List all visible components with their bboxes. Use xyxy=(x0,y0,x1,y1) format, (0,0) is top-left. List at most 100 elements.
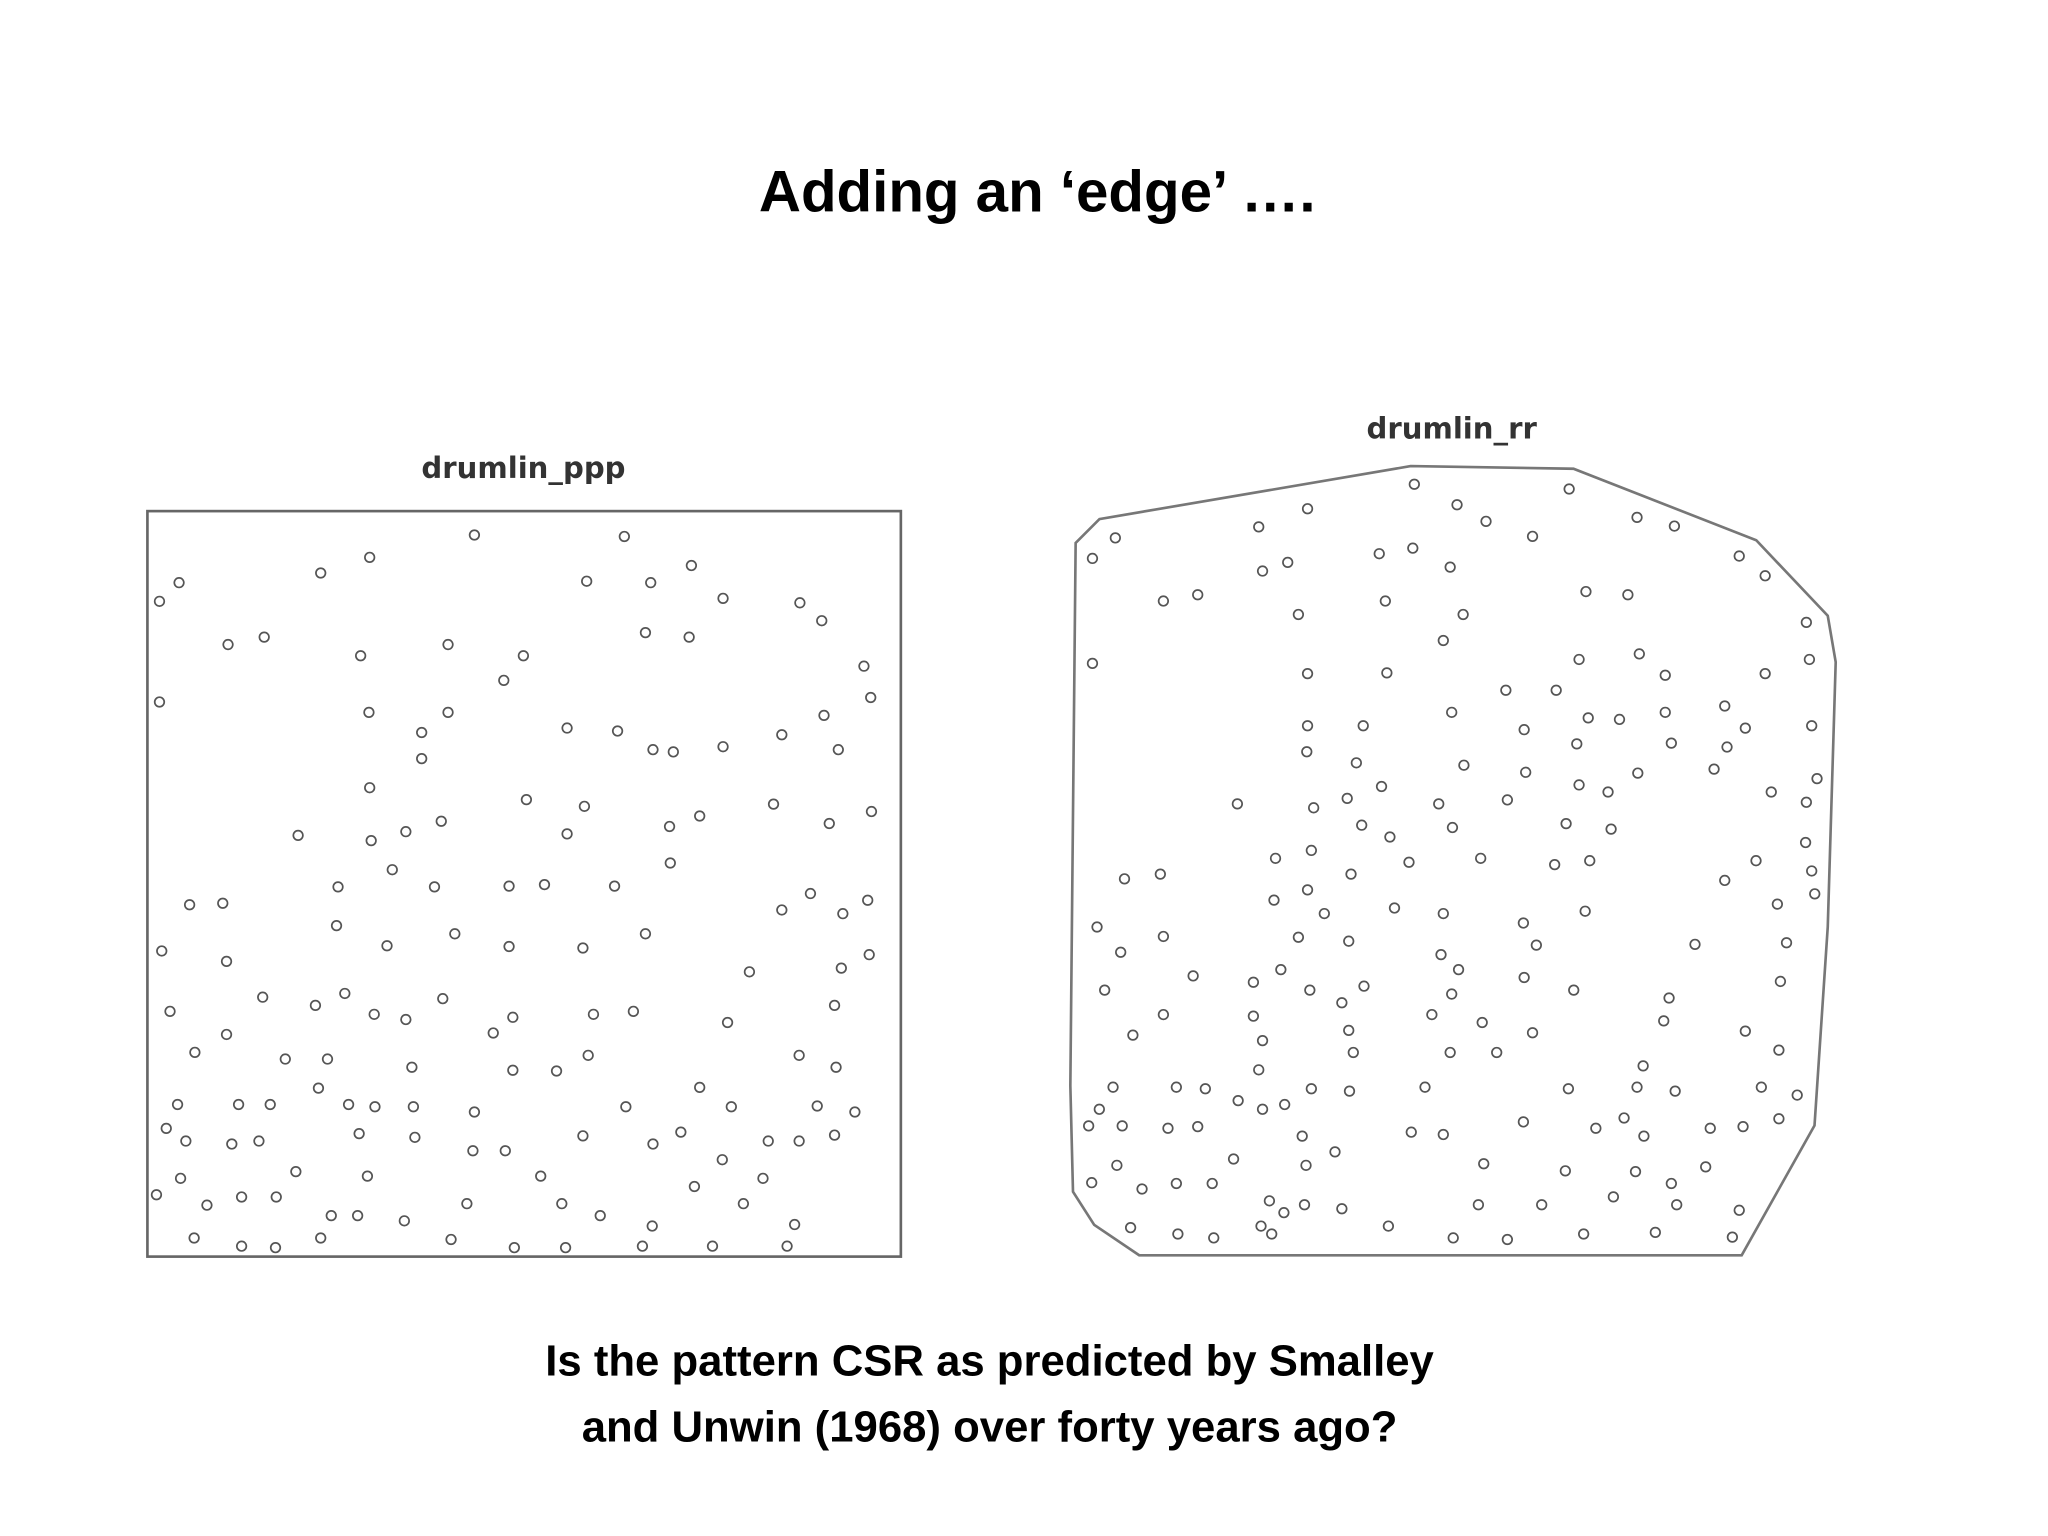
point xyxy=(222,638,234,651)
point xyxy=(639,928,652,940)
point xyxy=(468,1106,481,1118)
point xyxy=(507,1064,519,1076)
point xyxy=(416,752,428,765)
point xyxy=(1192,589,1204,601)
point xyxy=(258,631,270,643)
point xyxy=(201,1199,213,1211)
point xyxy=(1708,763,1720,775)
point xyxy=(1256,1103,1269,1115)
point xyxy=(849,1106,861,1118)
point xyxy=(1208,1232,1220,1244)
point xyxy=(1478,1158,1490,1170)
point xyxy=(1357,720,1369,732)
point xyxy=(235,1191,248,1203)
point xyxy=(550,1065,563,1077)
point xyxy=(1247,976,1260,988)
point xyxy=(1446,821,1459,834)
point xyxy=(217,897,229,909)
point xyxy=(352,1209,364,1222)
point xyxy=(309,999,322,1012)
point xyxy=(364,782,376,794)
point xyxy=(582,1049,594,1061)
point xyxy=(1590,1122,1602,1134)
point xyxy=(1292,931,1305,943)
point xyxy=(520,793,533,806)
point xyxy=(1388,902,1401,914)
point xyxy=(1199,1083,1211,1095)
point xyxy=(1343,1085,1356,1097)
point xyxy=(757,1172,769,1184)
point xyxy=(1605,823,1617,835)
point xyxy=(1292,608,1305,621)
point xyxy=(1192,1121,1204,1133)
point xyxy=(636,1240,649,1252)
point xyxy=(1671,1199,1683,1211)
point xyxy=(188,1232,200,1244)
point xyxy=(835,962,847,974)
point xyxy=(1582,712,1594,724)
point xyxy=(1305,1083,1317,1095)
point xyxy=(363,706,375,719)
point xyxy=(688,1180,701,1193)
point xyxy=(507,1011,519,1023)
point xyxy=(1373,548,1385,560)
point xyxy=(1733,550,1745,562)
point xyxy=(1329,1146,1341,1158)
point xyxy=(685,559,698,572)
point xyxy=(1379,595,1391,607)
point xyxy=(1800,796,1812,808)
point xyxy=(1308,802,1320,814)
point xyxy=(1447,1232,1459,1244)
point xyxy=(461,1198,473,1210)
point xyxy=(409,1131,421,1143)
point xyxy=(1187,970,1199,982)
point xyxy=(173,577,185,589)
point xyxy=(608,880,621,892)
point xyxy=(150,1189,163,1201)
point xyxy=(1433,798,1445,810)
point xyxy=(330,919,343,932)
point xyxy=(1665,1177,1677,1190)
point xyxy=(1247,1010,1260,1022)
point xyxy=(594,1209,606,1222)
point xyxy=(1663,992,1675,1004)
plot-title: drumlin_ppp xyxy=(421,451,625,485)
point xyxy=(264,1098,276,1111)
point xyxy=(398,1215,410,1227)
point xyxy=(561,722,573,734)
point xyxy=(290,1165,302,1178)
point xyxy=(1780,937,1793,949)
point xyxy=(1668,520,1681,532)
point xyxy=(1563,483,1575,495)
point xyxy=(1336,997,1348,1009)
point xyxy=(1170,1177,1182,1190)
point xyxy=(1109,532,1121,544)
point xyxy=(1665,737,1677,749)
point xyxy=(830,1061,842,1073)
point xyxy=(400,1013,412,1026)
point xyxy=(1263,1195,1276,1207)
point xyxy=(1444,1046,1456,1059)
point xyxy=(1500,684,1512,696)
point xyxy=(1800,616,1812,628)
point xyxy=(1437,634,1449,647)
point xyxy=(1083,1120,1095,1132)
point xyxy=(721,1016,734,1029)
point xyxy=(437,993,449,1005)
point xyxy=(1518,971,1530,984)
point xyxy=(1491,1046,1503,1059)
point xyxy=(503,940,515,953)
point xyxy=(1520,766,1532,778)
point xyxy=(1536,1199,1548,1211)
point xyxy=(828,999,841,1012)
point xyxy=(1476,1016,1488,1029)
point xyxy=(160,1122,172,1135)
point xyxy=(279,1053,291,1065)
point xyxy=(663,820,676,833)
point xyxy=(1559,1165,1571,1177)
point xyxy=(1301,746,1313,758)
point xyxy=(1560,817,1572,830)
point xyxy=(1700,1161,1712,1173)
point xyxy=(1086,552,1099,565)
